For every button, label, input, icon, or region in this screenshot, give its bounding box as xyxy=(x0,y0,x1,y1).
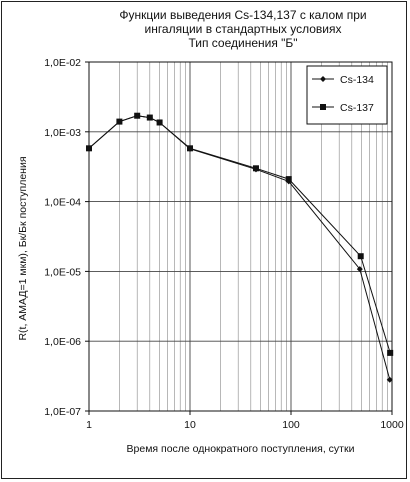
data-point xyxy=(156,119,163,126)
y-tick-label: 1,0E-03 xyxy=(44,127,81,139)
legend-box xyxy=(306,65,388,125)
series-line xyxy=(88,115,391,380)
data-point xyxy=(134,112,141,119)
chart-title: Функции выведения Cs-134,137 с калом при… xyxy=(119,8,366,50)
series-line xyxy=(88,115,391,354)
data-point xyxy=(357,253,364,260)
y-tick-label: 1,0E-04 xyxy=(44,197,81,209)
data-point xyxy=(356,266,363,273)
x-tick-label: 100 xyxy=(282,419,300,431)
series-cs-137 xyxy=(86,112,394,356)
y-tick-label: 1,0E-02 xyxy=(44,57,81,69)
legend-item-cs-134: Cs-134 xyxy=(312,74,374,86)
legend-marker xyxy=(320,104,326,110)
legend-marker xyxy=(320,76,326,82)
legend-label: Cs-137 xyxy=(340,102,374,114)
data-point xyxy=(386,376,393,383)
data-point xyxy=(187,145,193,152)
legend-label: Cs-134 xyxy=(340,74,374,86)
chart-title-line: ингаляции в стандартных условиях xyxy=(144,22,341,36)
data-point xyxy=(285,176,292,183)
y-tick-label: 1,0E-07 xyxy=(44,406,81,418)
legend-item-cs-137: Cs-137 xyxy=(312,102,374,114)
data-point xyxy=(146,114,153,121)
data-point xyxy=(387,349,394,356)
data-point xyxy=(86,145,92,152)
x-tick-label: 1000 xyxy=(380,419,404,431)
chart-title-line: Функции выведения Cs-134,137 с калом при xyxy=(119,8,366,22)
chart-title-line: Тип соединения "Б" xyxy=(188,36,297,50)
y-axis-label: R(t, АМАД=1 мкм), Бк/Бк поступления xyxy=(17,156,29,340)
series xyxy=(86,112,394,383)
y-tick-label: 1,0E-05 xyxy=(44,266,81,278)
legend: Cs-134 Cs-137 xyxy=(306,65,388,125)
data-point xyxy=(252,165,259,172)
x-axis-label: Время после однократного поступления, су… xyxy=(127,443,355,455)
x-tick-label: 1 xyxy=(86,419,92,431)
series-cs-134 xyxy=(86,112,393,383)
x-tick-label: 10 xyxy=(184,419,196,431)
data-point xyxy=(116,118,123,125)
y-tick-label: 1,0E-06 xyxy=(44,336,81,348)
plot-area xyxy=(88,61,393,412)
axis-ticks: 1 10 100 1000 1,0E-07 1,0E-06 1,0E-05 1,0E-04 1,… xyxy=(44,57,404,431)
